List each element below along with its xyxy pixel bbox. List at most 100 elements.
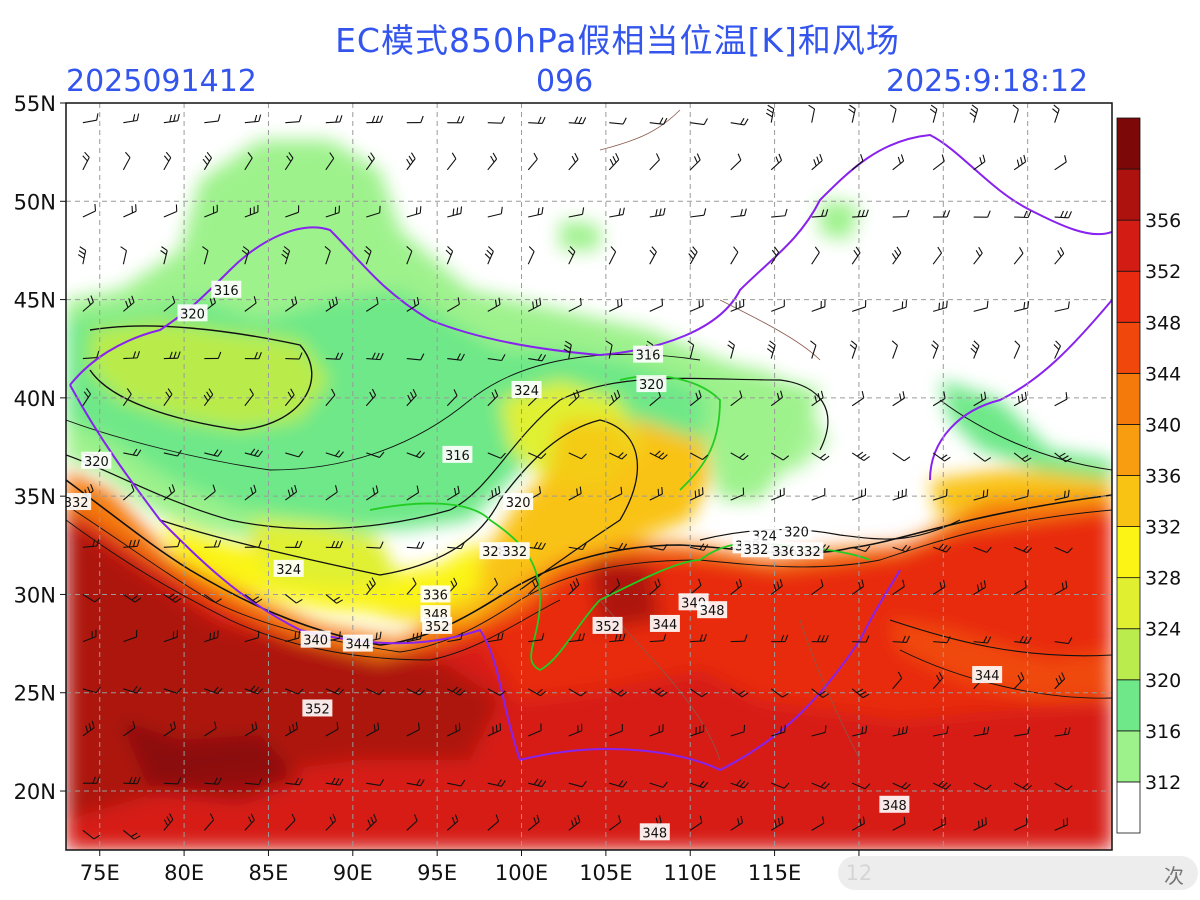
wind-barb: [1014, 635, 1032, 644]
wind-barb: [568, 207, 585, 218]
lon-tick-label: 110E: [664, 861, 717, 885]
wind-barb: [811, 153, 823, 171]
wind-barb: [1013, 817, 1028, 831]
wind-barb: [730, 246, 739, 265]
wind-barb: [163, 777, 182, 785]
colorbar-tick-label: 316: [1145, 721, 1181, 743]
wind-barb: [933, 636, 951, 644]
wind-barb: [932, 452, 951, 462]
wind-barb: [82, 203, 97, 218]
wind-barb: [325, 388, 336, 407]
wind-barb: [892, 816, 906, 831]
wind-barb: [447, 297, 460, 312]
wind-barb: [123, 539, 140, 548]
wind-barb: [163, 813, 174, 831]
wind-barb: [690, 634, 707, 643]
wind-barb: [285, 205, 300, 218]
wind-barb: [163, 151, 172, 171]
lon-tick-label: 115E: [748, 861, 801, 885]
lon-tick-label: 75E: [80, 861, 120, 885]
wind-barb: [851, 154, 864, 171]
wind-barb: [163, 484, 176, 501]
wind-barb: [487, 389, 499, 407]
wind-barb: [244, 721, 258, 737]
svg-text:352: 352: [305, 702, 330, 717]
wind-barb: [851, 782, 871, 790]
lat-tick-label: 25N: [14, 682, 56, 706]
wind-barb: [204, 777, 222, 785]
wind-barb: [325, 813, 337, 831]
wind-barb: [446, 389, 458, 407]
wind-barb: [605, 340, 613, 359]
wind-barb: [366, 115, 384, 124]
wind-barb: [163, 295, 176, 312]
contour-label: 344: [342, 634, 373, 653]
wind-barb: [608, 688, 628, 697]
wind-barb: [244, 813, 255, 831]
wind-barb: [365, 388, 377, 407]
wind-barb: [811, 299, 826, 312]
colorbar-tick-label: 348: [1145, 312, 1181, 334]
wind-barb: [285, 540, 303, 549]
wind-barb: [973, 489, 989, 501]
wind-barb: [568, 633, 585, 643]
wind-barb: [649, 117, 668, 125]
wind-barb: [285, 631, 301, 643]
lat-tick-label: 40N: [14, 387, 56, 411]
svg-text:344: 344: [975, 669, 1000, 684]
wind-barb: [1014, 726, 1030, 737]
svg-text:320: 320: [180, 307, 205, 322]
svg-text:324: 324: [514, 384, 539, 399]
wind-barb: [1013, 154, 1027, 171]
wind-barb: [730, 634, 748, 643]
wind-barb: [244, 778, 263, 786]
wind-barb: [527, 577, 539, 595]
wind-barb: [487, 452, 506, 459]
wind-barb: [204, 449, 223, 457]
wind-barb: [568, 688, 587, 697]
wind-barb: [932, 154, 945, 171]
wind-barb: [1013, 391, 1027, 407]
wind-barb: [852, 545, 871, 553]
wind-barb: [568, 486, 582, 501]
wind-barb: [120, 246, 127, 265]
wind-barb: [851, 451, 870, 462]
wind-barb: [123, 720, 136, 737]
wind-barb: [973, 782, 992, 791]
wind-barb: [1054, 782, 1073, 791]
wind-barb: [406, 246, 413, 265]
wind-barb: [487, 688, 506, 696]
wind-barb: [82, 829, 101, 840]
latitude-axis: 55N 50N 45N 40N 35N 30N 25N 20N: [14, 92, 66, 804]
contour-lines: [66, 325, 1112, 699]
wind-barb: [608, 389, 621, 407]
wind-barb: [970, 340, 980, 359]
wind-barb: [365, 814, 377, 831]
wind-barb: [285, 352, 303, 360]
contour-label: 324: [273, 559, 304, 578]
wind-barb: [1054, 817, 1069, 831]
map-title: EC模式850hPa假相当位温[K]和风场: [335, 21, 900, 60]
wind-barb: [325, 540, 344, 549]
svg-text:320: 320: [639, 378, 664, 393]
colorbar-tick-label: 328: [1145, 568, 1181, 590]
watermark-text: 次: [1164, 864, 1184, 888]
wind-barb: [932, 543, 952, 553]
colorbar-tick-label: 312: [1145, 772, 1181, 794]
valid-time-label: 2025:9:18:12: [886, 64, 1089, 99]
wind-barb: [244, 594, 263, 604]
wind-barb: [973, 817, 987, 831]
wind-barb: [281, 246, 291, 265]
wind-barb: [608, 246, 617, 265]
wind-barb: [849, 340, 858, 359]
wind-barb: [284, 152, 294, 171]
wind-barb: [366, 688, 385, 696]
wind-barb: [82, 720, 95, 737]
wind-barb: [447, 632, 463, 643]
wind-barb: [568, 814, 581, 831]
wind-barb: [891, 340, 898, 359]
lat-tick-label: 20N: [14, 780, 56, 804]
wind-barb: [325, 485, 338, 501]
wind-barb: [82, 686, 101, 694]
wind-barb: [163, 388, 173, 407]
